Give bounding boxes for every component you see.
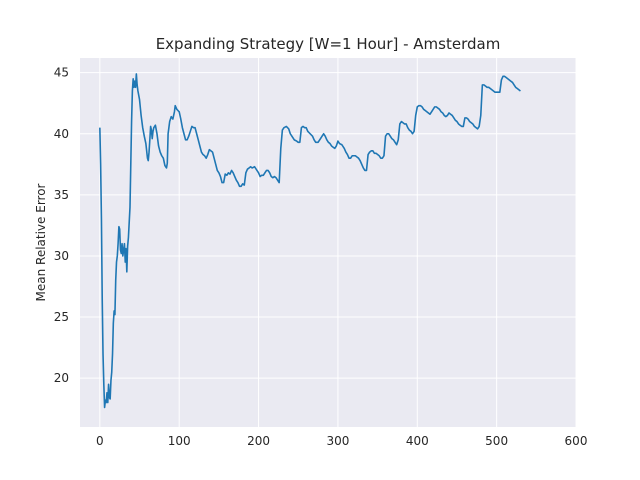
series-group <box>99 73 521 409</box>
x-tick-label: 500 <box>485 434 508 448</box>
plot-area <box>80 58 576 427</box>
y-tick-label: 45 <box>54 66 69 80</box>
grid <box>80 58 577 427</box>
y-tick-label: 20 <box>54 371 69 385</box>
x-tick-label: 300 <box>326 434 349 448</box>
x-tick-label: 400 <box>406 434 429 448</box>
y-tick-labels: 20 25 30 35 40 45 <box>54 66 69 385</box>
series-line <box>99 73 521 409</box>
x-tick-label: 100 <box>168 434 191 448</box>
x-tick-label: 0 <box>96 434 104 448</box>
x-tick-label: 200 <box>247 434 270 448</box>
chart-title: Expanding Strategy [W=1 Hour] - Amsterda… <box>156 35 501 53</box>
y-tick-label: 25 <box>54 310 69 324</box>
y-axis-label: Mean Relative Error <box>34 183 48 301</box>
y-tick-label: 40 <box>54 127 69 141</box>
x-tick-labels: 0 100 200 300 400 500 600 <box>96 434 587 448</box>
x-tick-label: 600 <box>565 434 588 448</box>
y-tick-label: 35 <box>54 188 69 202</box>
y-tick-label: 30 <box>54 249 69 263</box>
